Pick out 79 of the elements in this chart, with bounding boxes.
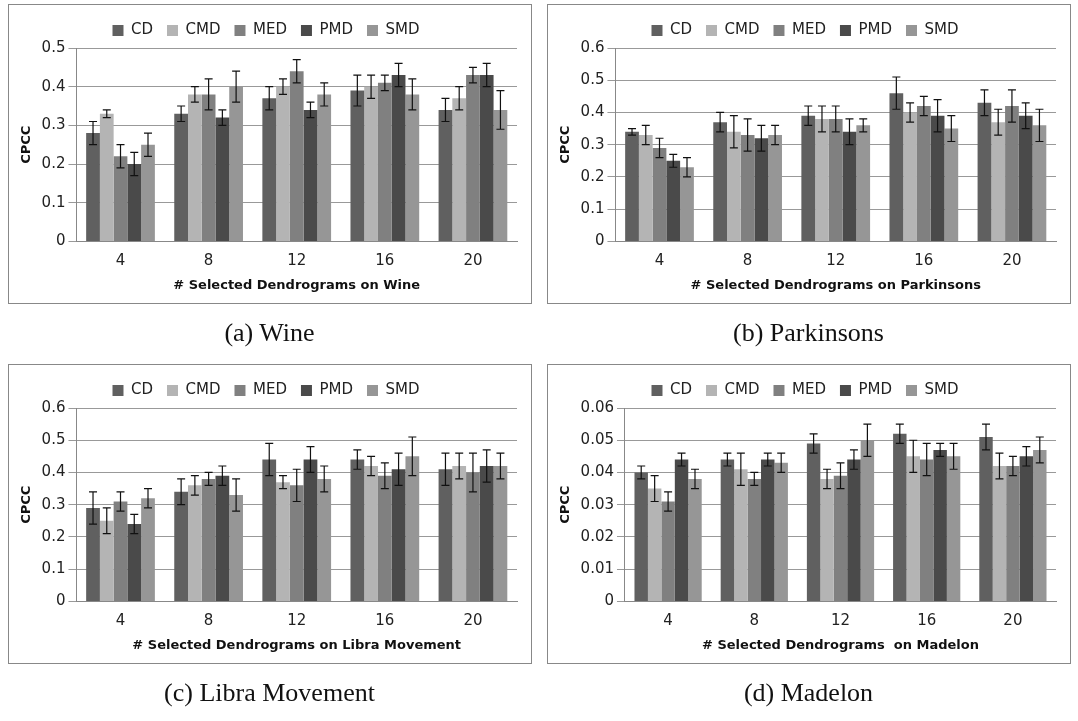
x-tick-label: 8 — [203, 611, 214, 630]
legend-label: SMD — [385, 380, 420, 399]
y-tick-label: 0.4 — [41, 462, 66, 481]
legend-label: MED — [791, 380, 826, 399]
x-tick-label: 16 — [914, 251, 934, 270]
legend-label: MED — [252, 380, 287, 399]
x-tick-label: 8 — [749, 611, 760, 630]
y-tick-label: 0.5 — [580, 70, 605, 89]
legend-label: CD — [130, 380, 154, 399]
y-axis-title: CPCC — [18, 125, 34, 164]
legend-label: PMD — [858, 20, 892, 39]
y-tick-label: 0.1 — [41, 559, 66, 578]
y-tick-label: 0.01 — [580, 559, 614, 578]
x-axis-title: # Selected Dendrograms on Parkinsons — [690, 276, 982, 292]
legend-label: SMD — [924, 20, 959, 39]
y-tick-label: 0.5 — [41, 430, 66, 449]
text: (b) Parkinsons — [732, 318, 885, 348]
y-tick-label: 0.3 — [41, 494, 66, 513]
legend-label: CD — [130, 20, 154, 39]
y-tick-label: 0.2 — [41, 153, 66, 172]
y-tick-label: 0.04 — [580, 462, 614, 481]
y-tick-label: 0.2 — [580, 166, 605, 185]
legend-label: SMD — [924, 380, 959, 399]
y-tick-label: 0.6 — [41, 397, 66, 416]
text: (c) Libra Movement — [163, 678, 376, 708]
y-tick-label: 0.4 — [41, 76, 66, 95]
legend-label: CD — [669, 20, 693, 39]
x-tick-label: 16 — [375, 251, 395, 270]
y-tick-label: 0.05 — [580, 430, 614, 449]
legend-label: CMD — [724, 380, 760, 399]
y-tick-label: 0.02 — [580, 526, 614, 545]
x-tick-label: 4 — [115, 611, 126, 630]
legend-label: SMD — [385, 20, 420, 39]
y-tick-label: 0.1 — [580, 199, 605, 218]
x-axis-title: # Selected Dendrograms on Wine — [173, 276, 421, 292]
y-tick-label: 0 — [594, 231, 605, 250]
x-tick-label: 8 — [203, 251, 214, 270]
x-tick-label: 4 — [663, 611, 673, 630]
text: (d) Madelon — [742, 678, 875, 708]
text: (a) Wine — [223, 318, 316, 348]
y-axis-title: CPCC — [18, 485, 34, 524]
legend-label: MED — [252, 20, 287, 39]
x-tick-label: 20 — [463, 611, 483, 630]
x-tick-label: 16 — [917, 611, 937, 630]
y-tick-label: 0.4 — [580, 102, 605, 121]
y-tick-label: 0.2 — [41, 526, 66, 545]
x-tick-label: 20 — [1002, 251, 1022, 270]
x-tick-label: 12 — [826, 251, 846, 270]
legend-label: PMD — [319, 20, 353, 39]
x-axis-title: # Selected Dendrograms on Libra Movement — [132, 636, 462, 652]
x-tick-label: 20 — [1003, 611, 1023, 630]
y-tick-label: 0.3 — [41, 115, 66, 134]
x-tick-label: 8 — [742, 251, 753, 270]
y-tick-label: 0.06 — [580, 397, 614, 416]
legend-label: CMD — [185, 380, 221, 399]
legend-label: PMD — [319, 380, 353, 399]
x-tick-label: 4 — [654, 251, 665, 270]
legend-label: MED — [791, 20, 826, 39]
y-axis-title: CPCC — [557, 485, 573, 524]
x-axis-title: # Selected Dendrograms on Madelon — [702, 636, 979, 652]
legend-label: CMD — [185, 20, 221, 39]
y-tick-label: 0 — [55, 231, 66, 250]
y-tick-label: 0.3 — [580, 134, 605, 153]
y-tick-label: 0 — [604, 591, 614, 610]
y-tick-label: 0.1 — [41, 192, 66, 211]
x-tick-label: 4 — [115, 251, 126, 270]
x-tick-label: 20 — [463, 251, 483, 270]
y-tick-label: 0.03 — [580, 494, 614, 513]
x-tick-label: 12 — [287, 611, 307, 630]
y-axis-title: CPCC — [557, 125, 573, 164]
x-tick-label: 12 — [830, 611, 851, 630]
legend-label: CMD — [724, 20, 760, 39]
x-tick-label: 12 — [287, 251, 307, 270]
y-tick-label: 0 — [55, 591, 66, 610]
y-tick-label: 0.6 — [580, 37, 605, 56]
legend-label: PMD — [858, 380, 892, 399]
x-tick-label: 16 — [375, 611, 395, 630]
legend-label: CD — [669, 380, 693, 399]
y-tick-label: 0.5 — [41, 37, 66, 56]
